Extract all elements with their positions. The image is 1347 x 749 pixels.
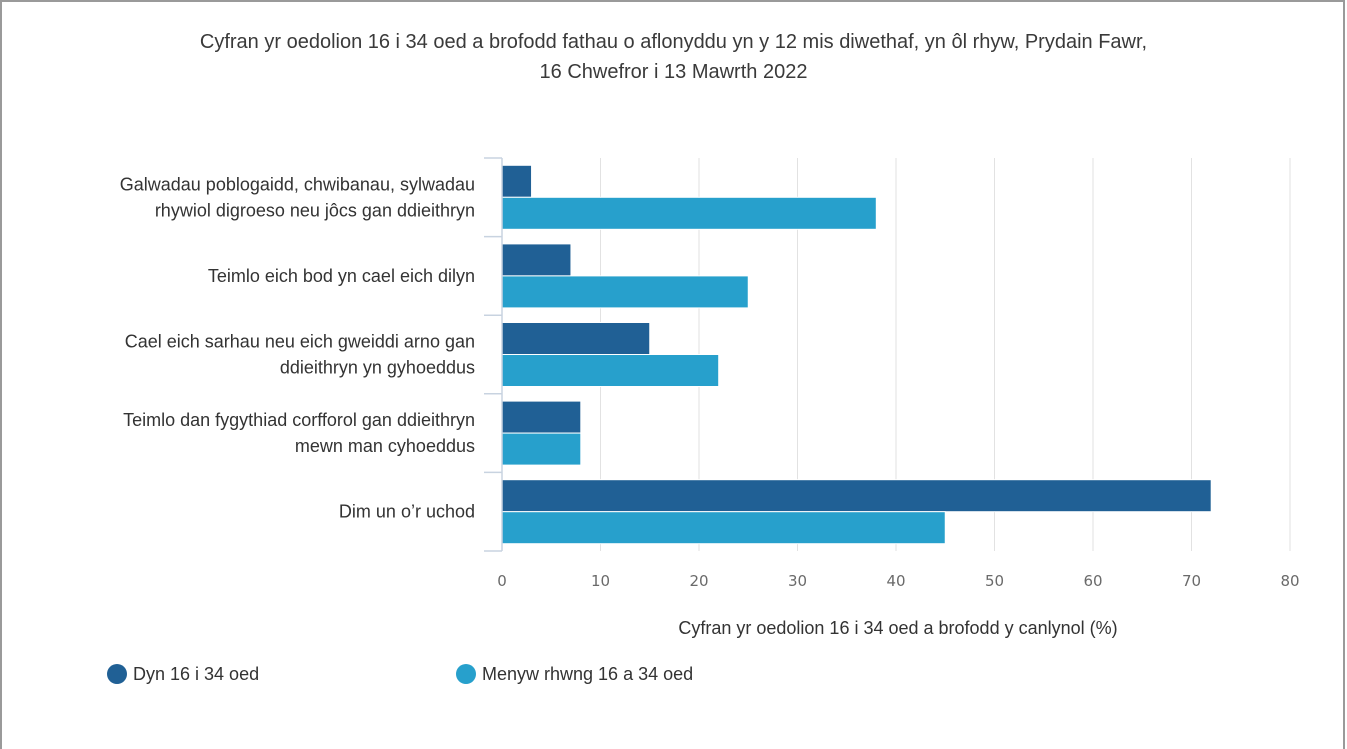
- x-tick-labels: 0 10 20 30 40 50 60 70 80: [497, 572, 1299, 590]
- x-tick-label: 60: [1083, 572, 1102, 590]
- x-tick-label: 70: [1182, 572, 1201, 590]
- legend-item-series-1[interactable]: Dyn 16 i 34 oed: [107, 660, 259, 688]
- category-labels: Galwadau poblogaidd, chwibanau, sylwadau…: [120, 174, 475, 521]
- legend-item-series-2[interactable]: Menyw rhwng 16 a 34 oed: [456, 660, 693, 688]
- category-label-line: Cael eich sarhau neu eich gweiddi arno g…: [125, 332, 475, 352]
- legend-marker-dyn: [107, 664, 127, 684]
- bar[interactable]: [501, 196, 877, 230]
- x-tick-label: 50: [985, 572, 1004, 590]
- x-tick-label: 80: [1280, 572, 1299, 590]
- chart-title-line-1: Cyfran yr oedolion 16 i 34 oed a brofodd…: [199, 31, 1148, 53]
- bars: [501, 164, 1212, 545]
- x-tick-label: 0: [497, 572, 507, 590]
- x-tick-label: 30: [788, 572, 807, 590]
- bar[interactable]: [501, 275, 749, 309]
- x-tick-label: 10: [591, 572, 610, 590]
- bar[interactable]: [501, 164, 533, 198]
- category-label: Teimlo eich bod yn cael eich dilyn: [208, 266, 475, 286]
- bar[interactable]: [501, 322, 651, 355]
- category-label-line: mewn man cyhoeddus: [295, 436, 475, 456]
- category-label-line: Dim un o’r uchod: [339, 502, 475, 522]
- category-label-line: ddieithryn yn gyhoeddus: [280, 358, 475, 378]
- category-label: Dim un o’r uchod: [339, 502, 475, 522]
- x-tick-label: 40: [886, 572, 905, 590]
- legend-marker-menyw: [456, 664, 476, 684]
- legend-label-menyw: Menyw rhwng 16 a 34 oed: [482, 663, 694, 684]
- category-label: Cael eich sarhau neu eich gweiddi arno g…: [125, 332, 475, 378]
- chart-title-line-2: 16 Chwefror i 13 Mawrth 2022: [539, 61, 808, 83]
- bar[interactable]: [501, 432, 582, 466]
- legend-label-dyn: Dyn 16 i 34 oed: [133, 663, 260, 684]
- bar[interactable]: [501, 400, 582, 434]
- x-tick-label: 20: [689, 572, 708, 590]
- bar[interactable]: [501, 511, 946, 545]
- category-axis: [484, 157, 503, 552]
- category-label: Teimlo dan fygythiad corfforol gan ddiei…: [123, 410, 475, 456]
- category-label-line: rhywiol digroeso neu jôcs gan ddieithryn: [155, 200, 475, 220]
- category-label-line: Teimlo eich bod yn cael eich dilyn: [208, 266, 475, 286]
- bar[interactable]: [501, 479, 1212, 513]
- bar[interactable]: [501, 243, 572, 277]
- category-label: Galwadau poblogaidd, chwibanau, sylwadau…: [120, 174, 475, 220]
- category-label-line: Galwadau poblogaidd, chwibanau, sylwadau: [120, 174, 475, 194]
- x-axis-label: Cyfran yr oedolion 16 i 34 oed a brofodd…: [678, 618, 1117, 638]
- bar[interactable]: [501, 354, 720, 387]
- category-label-line: Teimlo dan fygythiad corfforol gan ddiei…: [123, 410, 475, 430]
